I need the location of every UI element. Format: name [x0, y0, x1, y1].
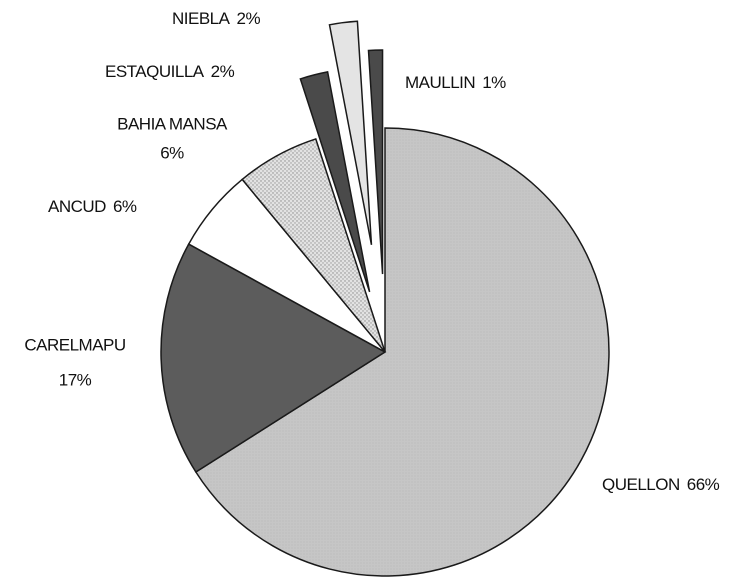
- slice-value-label: 2%: [236, 9, 260, 28]
- slice-value-label: 6%: [113, 197, 137, 216]
- slice-label-group: MAULLIN 1%: [405, 73, 506, 92]
- slice-label: ESTAQUILLA: [105, 62, 205, 81]
- slice-label-group: ESTAQUILLA 2%: [105, 62, 235, 81]
- pie-slice: [241, 138, 386, 353]
- slice-label: QUELLON: [602, 475, 680, 494]
- slice-label: ANCUD: [48, 197, 106, 216]
- pie-slice: [328, 20, 373, 245]
- pie-slice: [160, 243, 387, 474]
- pie-slice: [194, 127, 610, 577]
- slice-label-group: NIEBLA 2%: [172, 9, 260, 28]
- slice-value-label: 1%: [482, 73, 506, 92]
- slice-label-group: ANCUD 6%: [48, 197, 137, 216]
- slice-label: BAHIA MANSA: [117, 114, 228, 133]
- slice-value-label: 6%: [160, 143, 184, 162]
- slice-label: MAULLIN: [405, 73, 475, 92]
- slice-label: NIEBLA: [172, 9, 231, 28]
- pie-slice: [367, 49, 384, 275]
- slice-label: CARELMAPU: [24, 335, 125, 354]
- pie-slice: [299, 71, 371, 293]
- slice-value-label: 2%: [211, 62, 235, 81]
- slice-value-label: 66%: [687, 475, 720, 494]
- slice-value-label: 17%: [59, 370, 92, 389]
- slice-label-group: QUELLON 66%: [602, 475, 720, 494]
